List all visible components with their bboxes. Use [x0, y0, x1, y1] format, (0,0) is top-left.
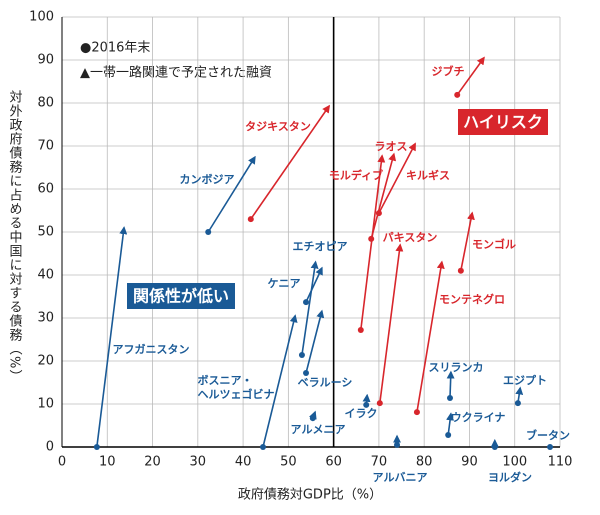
start-point [514, 400, 521, 407]
start-point [445, 431, 452, 438]
x-tick-label: 100 [502, 455, 527, 470]
point-label: ベラルーシ [297, 376, 353, 389]
y-tick-label: 90 [37, 53, 54, 68]
start-point [309, 415, 316, 422]
start-point [247, 216, 254, 223]
point-label: パキスタン [382, 231, 438, 244]
y-tick-label: 10 [37, 397, 54, 412]
y-tick-label: 30 [37, 311, 54, 326]
point-label: モルディブ [328, 169, 384, 182]
y-tick-label: 60 [37, 182, 54, 197]
start-point [357, 327, 364, 334]
x-tick-label: 30 [190, 455, 207, 470]
point-label: キルギス [406, 169, 450, 182]
arrow [305, 309, 325, 374]
start-point [413, 409, 420, 416]
point-label: ウクライナ [450, 411, 506, 424]
point-label: モンテネグロ [439, 293, 505, 306]
start-point [375, 210, 382, 217]
point-label: エジプト [503, 374, 547, 387]
y-tick-label: 70 [37, 139, 54, 154]
arrow [446, 370, 455, 399]
start-point [205, 229, 212, 235]
point-label: アルメニア [290, 423, 346, 436]
point-label: ケニア [267, 277, 301, 290]
start-point [303, 299, 310, 306]
x-tick-label: 110 [548, 455, 573, 470]
arrow [460, 211, 475, 271]
annotation-text: ハイリスク [463, 113, 543, 132]
start-point [93, 444, 100, 450]
x-tick-label: 0 [58, 455, 66, 470]
x-tick-label: 70 [371, 455, 388, 470]
start-point [303, 370, 310, 377]
start-point [376, 400, 383, 407]
point-label: ジブチ [431, 65, 465, 78]
arrow [370, 152, 397, 240]
point-label: モンゴル [472, 238, 516, 251]
arrow [378, 142, 416, 214]
legend-entry: ▲一帯一路関連で予定された融資 [80, 65, 272, 81]
start-point [547, 444, 554, 450]
start-point [394, 441, 401, 448]
arrow [360, 154, 386, 331]
x-tick-label: 60 [325, 455, 342, 470]
y-tick-label: 20 [37, 354, 54, 369]
y-tick-label: 80 [37, 96, 54, 111]
start-point [446, 394, 453, 401]
x-tick-label: 80 [416, 455, 433, 470]
arrow [262, 314, 298, 448]
x-tick-label: 40 [235, 455, 252, 470]
point-label: イラク [344, 407, 378, 420]
point-label: ブータン [526, 429, 570, 442]
arrow [456, 56, 485, 96]
point-label: アフガニスタン [112, 343, 190, 356]
arrow [301, 260, 319, 356]
x-tick-label: 90 [461, 455, 478, 470]
y-axis-label: 対外政府債務に占める中国に対する債務（%） [7, 90, 23, 383]
legend-entry: ●2016年末 [80, 41, 150, 56]
annotation-text: 関係性が低い [133, 287, 229, 306]
x-axis-label: 政府債務対GDP比（%） [238, 488, 382, 503]
start-point [454, 91, 461, 98]
point-label: スリランカ [428, 361, 484, 374]
arrow [305, 266, 323, 303]
arrow [379, 243, 404, 404]
arrow [96, 226, 128, 448]
x-tick-label: 10 [99, 455, 116, 470]
point-label: カンボジア [179, 173, 235, 186]
start-point [363, 401, 370, 408]
start-point [260, 444, 267, 450]
arrow [207, 155, 256, 233]
point-label: ヨルダン [488, 471, 532, 484]
point-label: エチオピア [292, 240, 348, 253]
x-tick-label: 50 [280, 455, 297, 470]
y-tick-label: 40 [37, 268, 54, 283]
arrow [446, 412, 455, 436]
start-point [491, 444, 498, 450]
y-tick-label: 0 [46, 440, 54, 455]
annotation-box [458, 109, 548, 135]
arrow [250, 104, 331, 220]
x-tick-label: 20 [144, 455, 161, 470]
point-label: タジキスタン [245, 120, 311, 133]
point-label: ボスニア・ ヘルツェゴビナ [197, 374, 275, 401]
annotation-box [127, 283, 235, 309]
point-label: ラオス [374, 140, 408, 153]
y-tick-label: 50 [37, 225, 54, 240]
start-point [298, 351, 305, 358]
point-label: アルバニア [372, 471, 428, 484]
arrow [416, 260, 445, 413]
start-point [457, 267, 464, 274]
y-tick-label: 100 [29, 10, 54, 25]
